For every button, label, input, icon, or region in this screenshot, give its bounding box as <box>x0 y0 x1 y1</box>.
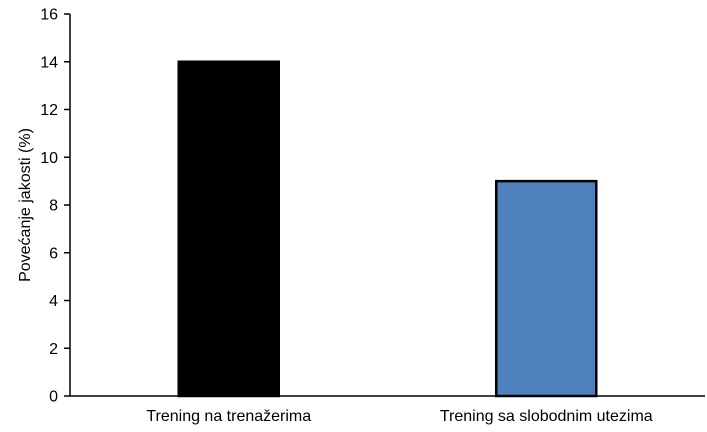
y-tick-label: 8 <box>49 198 58 215</box>
y-tick-label: 12 <box>40 102 58 119</box>
bars <box>177 60 598 398</box>
x-category-label: Trening na trenažerima <box>146 408 311 425</box>
bar-0 <box>177 60 280 398</box>
bar-1 <box>495 179 598 398</box>
y-tick-label: 0 <box>49 389 58 406</box>
y-axis-title: Povećanje jakosti (%) <box>17 128 34 282</box>
x-category-label: Trening sa slobodnim utezima <box>440 408 653 425</box>
y-tick-label: 2 <box>49 341 58 358</box>
y-tick-label: 10 <box>40 150 58 167</box>
y-axis-ticks: 0 2 4 6 8 10 12 14 16 <box>40 7 70 406</box>
y-tick-label: 4 <box>49 293 58 310</box>
y-tick-label: 14 <box>40 54 58 71</box>
y-tick-label: 16 <box>40 7 58 24</box>
y-tick-label: 6 <box>49 245 58 262</box>
x-axis-tick-labels: Trening na trenažerima Trening sa slobodn… <box>146 408 652 425</box>
